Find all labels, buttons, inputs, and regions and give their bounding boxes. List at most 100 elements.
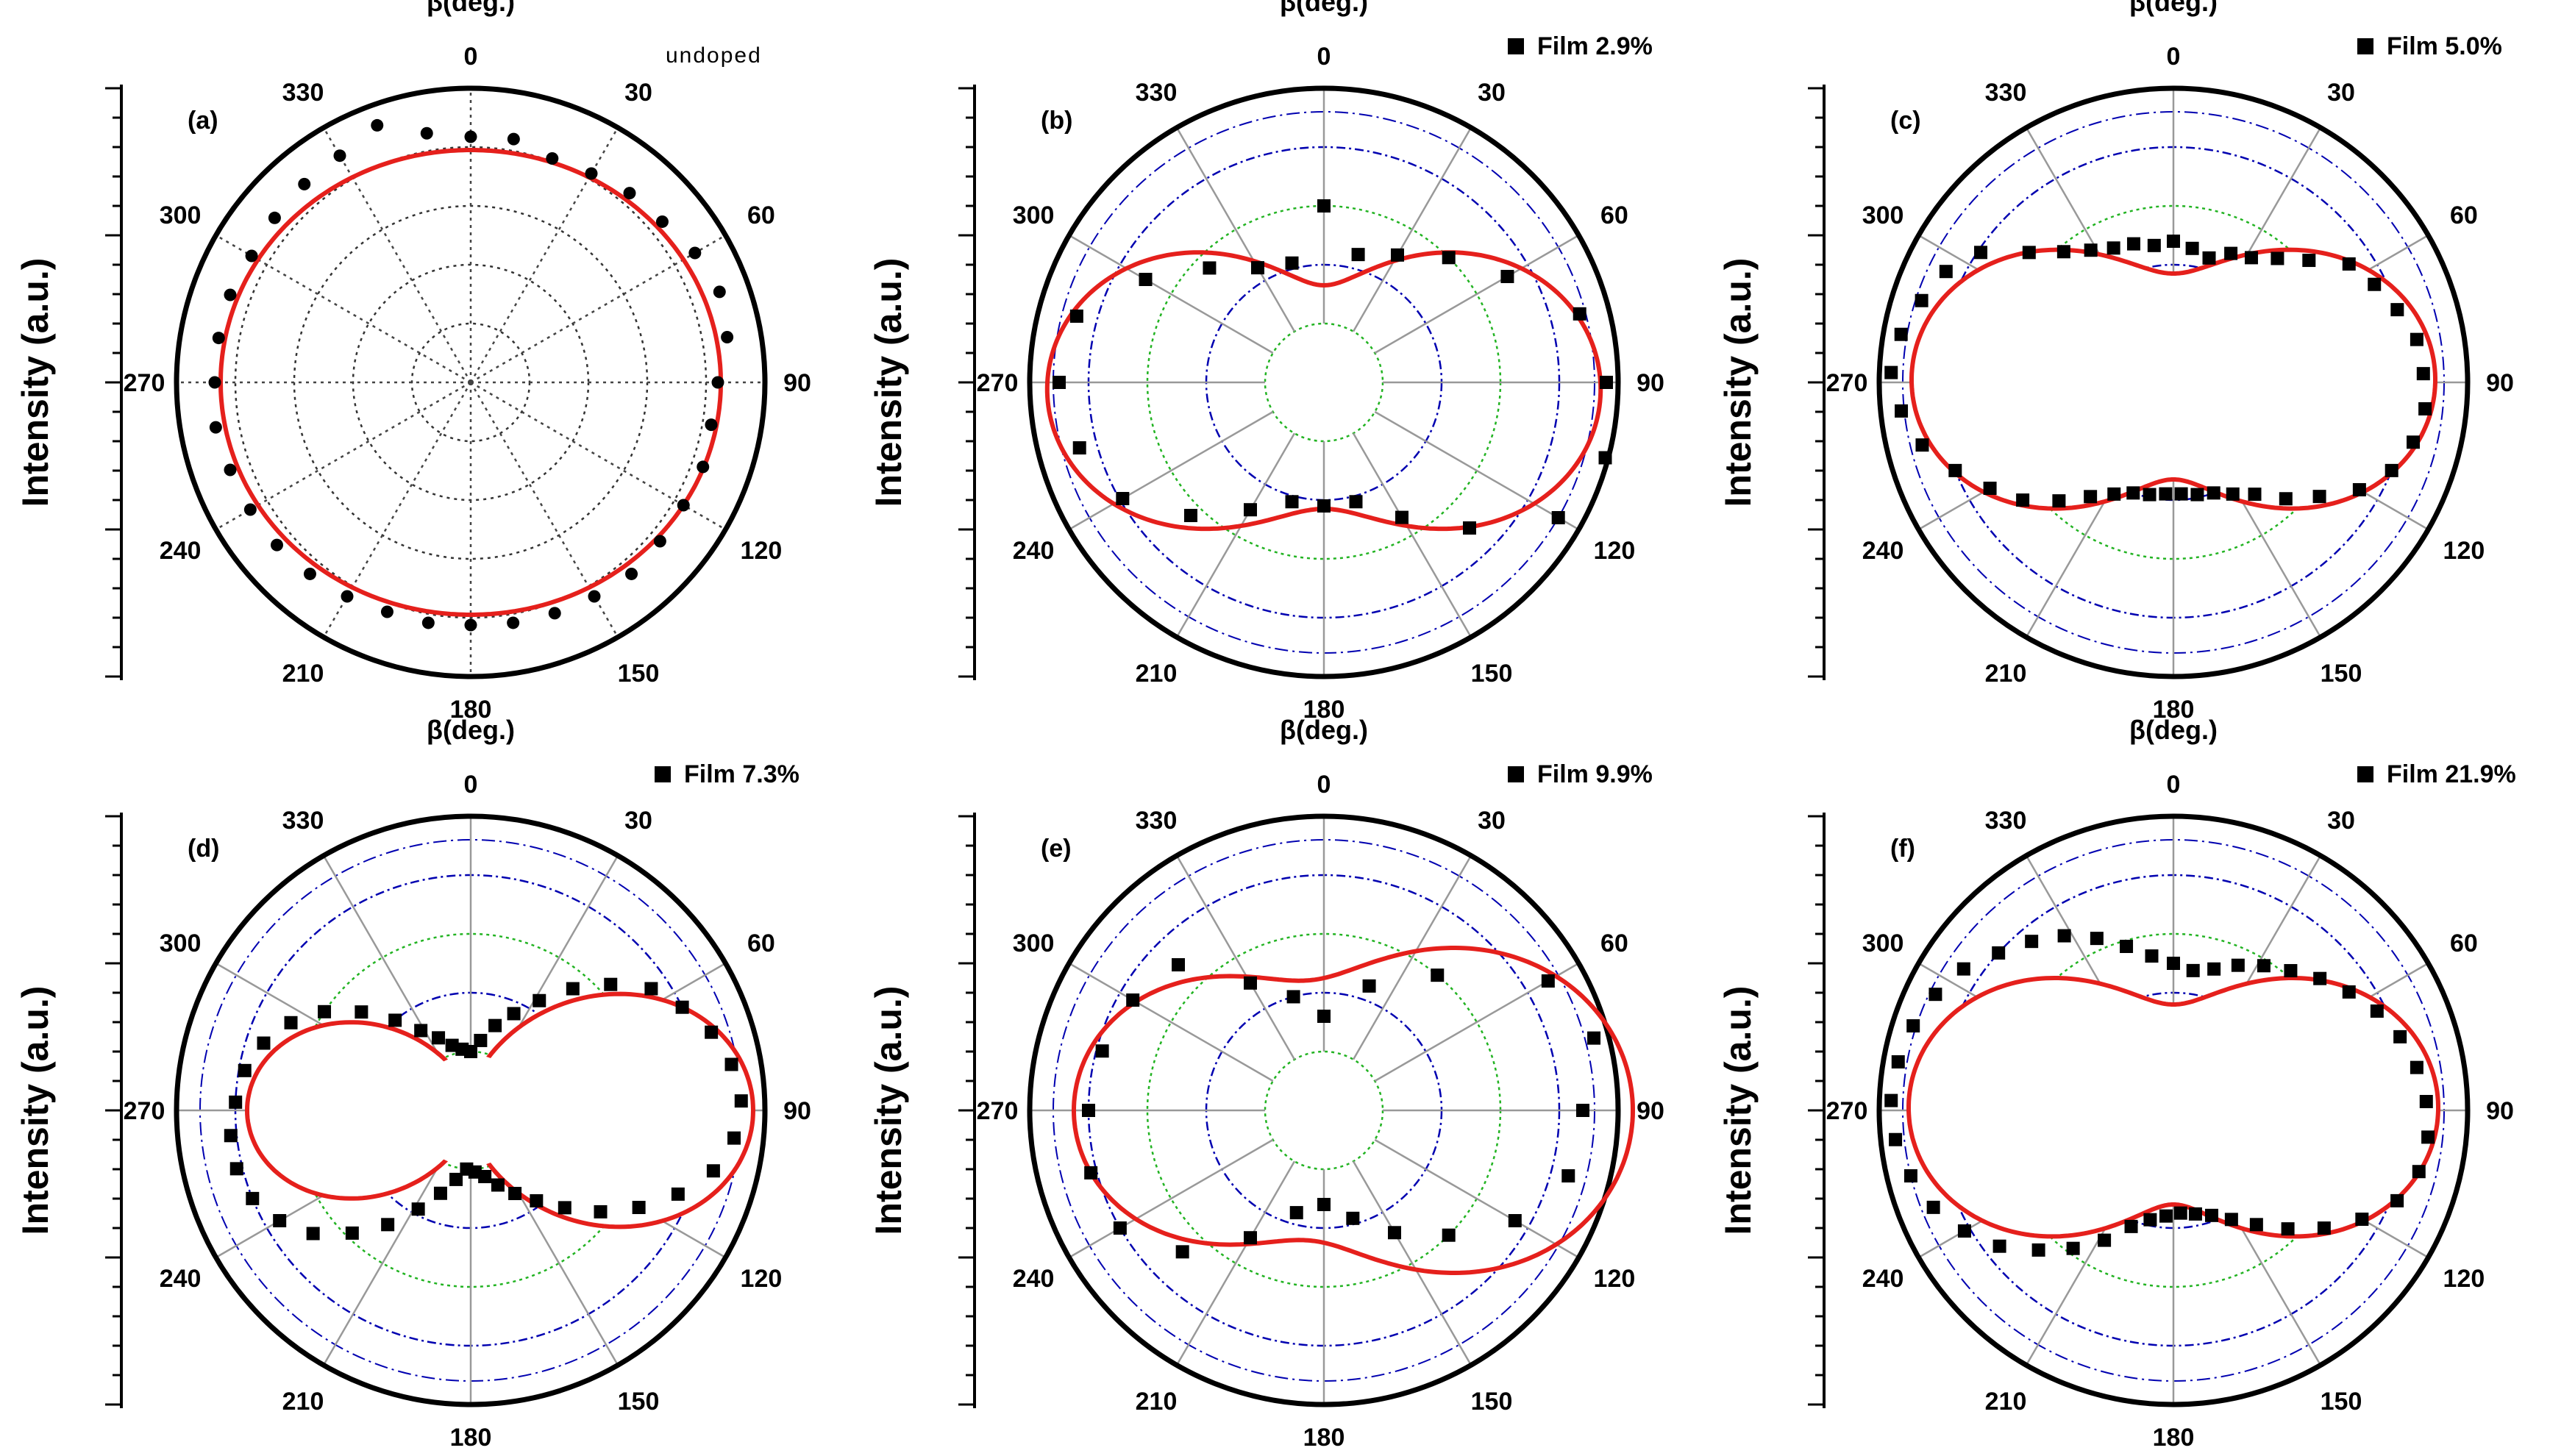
angular-spoke	[322, 1160, 443, 1366]
data-point	[491, 1178, 505, 1192]
angle-tick-label: 330	[1985, 807, 2027, 835]
data-point	[546, 152, 559, 165]
data-point	[2224, 1213, 2238, 1227]
data-point	[721, 331, 734, 344]
legend-label: Film 9.9%	[1537, 760, 1653, 788]
data-point	[1317, 499, 1331, 513]
data-point	[2279, 492, 2293, 506]
angle-tick-label: 120	[741, 537, 783, 565]
angular-spoke	[1175, 432, 1296, 638]
data-point	[2342, 257, 2356, 271]
data-point	[558, 1201, 571, 1215]
data-point	[2167, 235, 2180, 248]
angular-spoke	[1352, 854, 1472, 1060]
data-point	[2031, 1243, 2045, 1257]
angle-tick-label: 60	[2450, 929, 2478, 957]
data-point	[671, 1187, 685, 1201]
angle-tick-label: 30	[624, 79, 652, 107]
legend-marker	[655, 766, 671, 782]
data-point	[2257, 959, 2271, 973]
angle-tick-label: 270	[124, 369, 165, 397]
data-point	[432, 1031, 446, 1045]
angle-tick-label: 330	[282, 79, 324, 107]
data-point	[2090, 932, 2104, 946]
data-point	[460, 1162, 474, 1176]
data-point	[1903, 1169, 1917, 1183]
data-point	[2204, 1208, 2218, 1222]
angle-tick-label: 90	[783, 369, 811, 397]
data-point	[2143, 488, 2157, 502]
x-axis-label: β(deg.)	[2129, 715, 2218, 745]
data-point	[2190, 488, 2204, 502]
data-point	[1244, 503, 1257, 517]
data-point	[2313, 971, 2327, 985]
angle-tick-label: 210	[282, 1388, 324, 1416]
polar-panel-f: Intensity (a.u.) 0 30 60 90 120 150 180 210 240 27…	[1717, 715, 2516, 1452]
angle-tick-label: 240	[1862, 537, 1904, 565]
data-point	[1992, 946, 2006, 960]
angle-tick-label: 150	[1471, 1388, 1513, 1416]
data-point	[2207, 486, 2220, 500]
data-point	[2390, 1193, 2404, 1207]
angle-tick-label: 330	[1136, 807, 1178, 835]
data-point	[1175, 1245, 1189, 1259]
data-point	[1113, 1221, 1127, 1235]
data-point	[2025, 935, 2039, 949]
data-point	[1939, 265, 1953, 279]
data-point	[2022, 246, 2036, 260]
angle-tick-label: 30	[2327, 807, 2355, 835]
angular-spoke	[469, 126, 619, 383]
angular-spoke	[1175, 854, 1296, 1060]
data-point	[273, 1214, 287, 1227]
data-point	[632, 1201, 646, 1214]
legend-marker	[2357, 766, 2373, 782]
panel-label: (d)	[188, 835, 219, 863]
angle-tick-label: 120	[1594, 537, 1636, 565]
angle-tick-label: 30	[1478, 807, 1506, 835]
data-point	[2098, 1233, 2112, 1247]
data-point	[2352, 483, 2366, 496]
data-point	[345, 1226, 359, 1240]
legend-label: undoped	[666, 43, 762, 68]
data-point	[675, 1000, 689, 1014]
data-point	[1139, 273, 1153, 286]
data-point	[298, 177, 311, 190]
data-point	[257, 1036, 271, 1050]
angular-spoke	[1352, 432, 1472, 638]
data-point	[2231, 958, 2245, 972]
data-point	[1053, 376, 1066, 389]
data-point	[445, 1038, 459, 1052]
data-point	[688, 246, 702, 260]
angle-tick-label: 300	[1862, 201, 1904, 229]
data-point	[208, 376, 221, 389]
legend-label: Film 21.9%	[2387, 760, 2516, 788]
angle-tick-label: 150	[618, 1388, 660, 1416]
data-point	[1116, 492, 1130, 505]
data-point	[2159, 487, 2173, 501]
data-point	[625, 567, 638, 580]
data-point	[229, 1162, 243, 1176]
angle-tick-label: 210	[1136, 660, 1178, 688]
data-point	[1992, 1239, 2006, 1253]
data-point	[677, 499, 690, 512]
legend-label: Film 7.3%	[684, 760, 799, 788]
legend-marker	[2357, 38, 2373, 54]
data-point	[2159, 1209, 2173, 1223]
data-point	[2056, 245, 2070, 259]
data-point	[1462, 521, 1476, 535]
data-point	[2188, 1207, 2202, 1221]
data-point	[1203, 261, 1217, 275]
angle-tick-label: 240	[160, 1265, 202, 1293]
data-point	[588, 590, 601, 603]
angular-spoke	[1374, 234, 1580, 354]
data-point	[2410, 1060, 2423, 1074]
data-point	[284, 1016, 298, 1029]
data-point	[2249, 1218, 2263, 1232]
y-axis-label: Intensity (a.u.)	[15, 258, 56, 507]
data-point	[1183, 509, 1197, 523]
data-point	[2281, 1222, 2295, 1236]
angle-tick-label: 210	[1985, 1388, 2027, 1416]
angle-tick-label: 180	[450, 696, 492, 724]
angle-tick-label: 60	[747, 201, 775, 229]
angle-tick-label: 0	[464, 771, 478, 799]
